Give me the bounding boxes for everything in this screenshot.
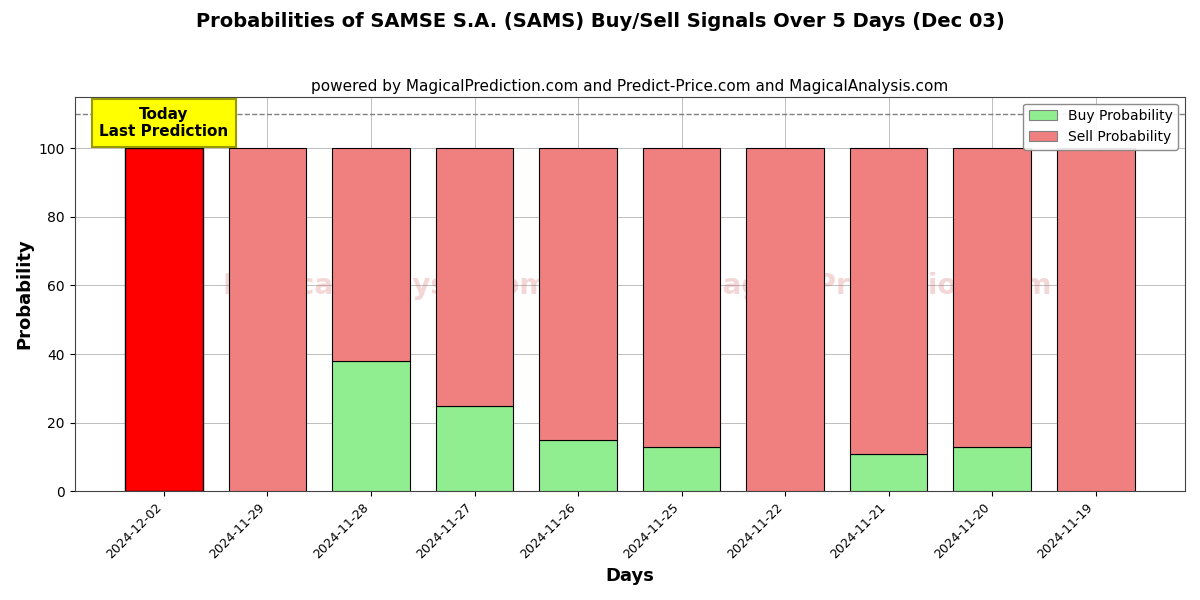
Text: MagicalAnalysis.com: MagicalAnalysis.com [222,272,548,300]
Text: Probabilities of SAMSE S.A. (SAMS) Buy/Sell Signals Over 5 Days (Dec 03): Probabilities of SAMSE S.A. (SAMS) Buy/S… [196,12,1004,31]
Bar [229,148,306,491]
Bar [125,148,203,491]
X-axis label: Days: Days [605,567,654,585]
Bar [643,148,720,447]
Bar [436,148,514,406]
Bar [643,447,720,491]
Bar [436,406,514,491]
Y-axis label: Probability: Probability [16,239,34,349]
Legend: Buy Probability, Sell Probability: Buy Probability, Sell Probability [1024,104,1178,149]
Bar [332,361,410,491]
Text: MagicalPrediction.com: MagicalPrediction.com [696,272,1052,300]
Bar [850,454,928,491]
Bar [746,148,824,491]
Bar [953,148,1031,447]
Bar [539,148,617,440]
Bar [953,447,1031,491]
Bar [1057,148,1134,491]
Bar [332,148,410,361]
Text: Today
Last Prediction: Today Last Prediction [100,107,228,139]
Title: powered by MagicalPrediction.com and Predict-Price.com and MagicalAnalysis.com: powered by MagicalPrediction.com and Pre… [311,79,948,94]
Bar [539,440,617,491]
Bar [850,148,928,454]
